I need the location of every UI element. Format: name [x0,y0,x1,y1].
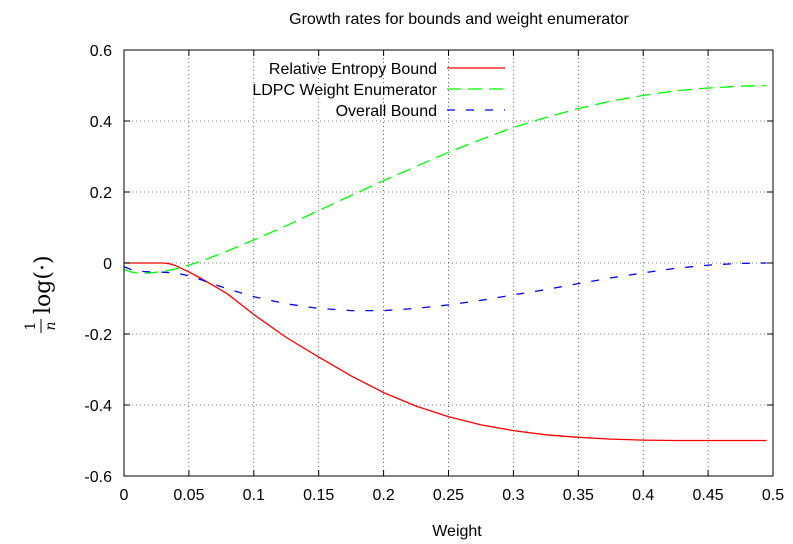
x-tick-label: 0.2 [372,487,394,504]
x-tick-label: 0 [120,487,129,504]
legend-label-ldpc-weight-enumerator: LDPC Weight Enumerator [252,82,437,99]
chart-title: Growth rates for bounds and weight enume… [289,11,629,28]
y-tick-label: 0 [103,256,112,273]
x-tick-label: 0.25 [433,487,464,504]
axis-ticks: 0 0.05 0.1 0.15 0.2 0.25 0.3 0.35 0.4 0.45 0.5 0.6 0… [84,43,784,504]
x-tick-label: 0.15 [303,487,334,504]
y-tick-label: -0.2 [84,327,112,344]
y-axis-label: 1 n log(·) [23,255,59,333]
y-axis-label-numerator: 1 [23,322,39,331]
y-tick-label: -0.6 [84,469,112,486]
x-tick-label: 0.4 [632,487,654,504]
legend-label-relative-entropy-bound: Relative Entropy Bound [269,61,437,78]
legend: Relative Entropy Bound LDPC Weight Enumer… [252,61,505,120]
x-axis-label: Weight [432,523,482,540]
series-lines [123,84,767,442]
series-line-ldpc-weight-enumerator [123,84,767,274]
x-tick-label: 0.05 [173,487,204,504]
grid-lines [124,50,773,476]
series-line-relative-entropy-bound [124,262,767,442]
series-line-overall-bound [123,262,767,312]
y-axis-label-denominator: n [43,321,59,330]
y-tick-label: 0.4 [90,114,112,131]
legend-label-overall-bound: Overall Bound [336,103,437,120]
x-tick-label: 0.35 [563,487,594,504]
x-tick-label: 0.1 [243,487,265,504]
x-tick-label: 0.45 [693,487,724,504]
y-tick-label: 0.6 [90,43,112,60]
y-tick-label: -0.4 [84,398,112,415]
x-tick-label: 0.3 [502,487,524,504]
y-axis-label-expression: log(·) [31,255,56,314]
x-tick-label: 0.5 [762,487,784,504]
y-tick-label: 0.2 [90,185,112,202]
